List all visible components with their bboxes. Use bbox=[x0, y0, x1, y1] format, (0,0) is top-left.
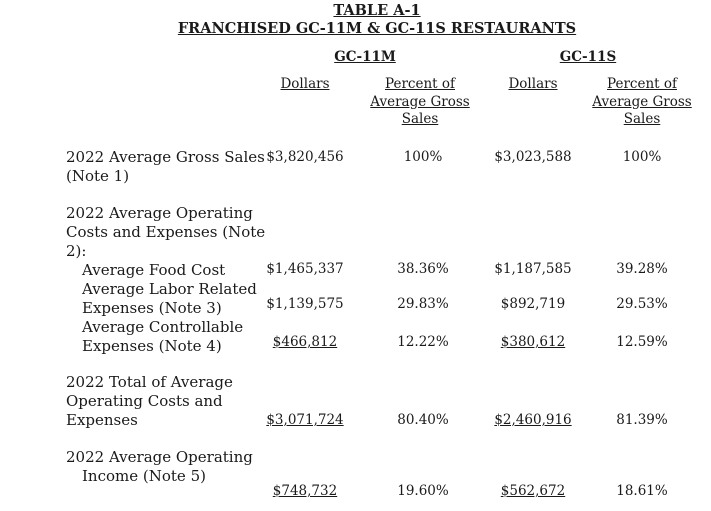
table-subtitle: FRANCHISED GC-11M & GC-11S RESTAURANTS bbox=[177, 20, 577, 37]
row-label-gross-sales-2: (Note 1) bbox=[66, 167, 130, 185]
row-label-labor-1: Average Labor Related bbox=[82, 280, 257, 298]
row-label-operating-costs-1: 2022 Average Operating bbox=[66, 204, 253, 222]
row-label-controllable-2: Expenses (Note 4) bbox=[82, 337, 222, 355]
cell-total-costs-m-dollars: $3,071,724 bbox=[266, 412, 344, 428]
row-label-total-costs-2: Operating Costs and bbox=[66, 392, 223, 410]
row-label-food-cost: Average Food Cost bbox=[82, 261, 226, 279]
group-header-gc-11s: GC-11S bbox=[559, 49, 617, 65]
cell-controllable-m-percent: 12.22% bbox=[397, 334, 449, 350]
group-header-gc-11m: GC-11M bbox=[334, 49, 396, 65]
row-label-controllable-1: Average Controllable bbox=[82, 318, 244, 336]
cell-labor-s-dollars: $892,719 bbox=[500, 296, 566, 312]
cell-food-cost-s-dollars: $1,187,585 bbox=[494, 261, 572, 277]
row-label-operating-income-2: Income (Note 5) bbox=[82, 467, 206, 485]
row-label-operating-income-1: 2022 Average Operating bbox=[66, 448, 253, 466]
cell-gross-sales-m-percent: 100% bbox=[403, 149, 443, 165]
row-label-operating-costs-3: 2): bbox=[66, 242, 87, 260]
cell-controllable-s-percent: 12.59% bbox=[616, 334, 668, 350]
col-header-s-percent: Percent of Average Gross Sales bbox=[592, 76, 692, 127]
row-label-total-costs-3: Expenses bbox=[66, 411, 138, 429]
col-header-m-percent: Percent of Average Gross Sales bbox=[370, 76, 470, 127]
cell-food-cost-s-percent: 39.28% bbox=[616, 261, 668, 277]
cell-food-cost-m-dollars: $1,465,337 bbox=[266, 261, 344, 277]
cell-total-costs-s-dollars: $2,460,916 bbox=[494, 412, 572, 428]
row-label-labor-2: Expenses (Note 3) bbox=[82, 299, 222, 317]
cell-controllable-s-dollars: $380,612 bbox=[500, 334, 566, 350]
cell-total-costs-m-percent: 80.40% bbox=[397, 412, 449, 428]
row-label-gross-sales-1: 2022 Average Gross Sales bbox=[66, 148, 265, 166]
cell-total-costs-s-percent: 81.39% bbox=[616, 412, 668, 428]
row-label-total-costs-1: 2022 Total of Average bbox=[66, 373, 233, 391]
cell-labor-m-dollars: $1,139,575 bbox=[266, 296, 344, 312]
cell-gross-sales-m-dollars: $3,820,456 bbox=[266, 149, 344, 165]
cell-operating-income-s-percent: 18.61% bbox=[616, 483, 668, 499]
cell-labor-s-percent: 29.53% bbox=[616, 296, 668, 312]
cell-food-cost-m-percent: 38.36% bbox=[397, 261, 449, 277]
cell-labor-m-percent: 29.83% bbox=[397, 296, 449, 312]
cell-operating-income-m-dollars: $748,732 bbox=[272, 483, 338, 499]
cell-operating-income-m-percent: 19.60% bbox=[397, 483, 449, 499]
col-header-s-dollars: Dollars bbox=[508, 76, 558, 92]
table-title: TABLE A-1 bbox=[333, 2, 421, 19]
col-header-m-dollars: Dollars bbox=[280, 76, 330, 92]
row-label-operating-costs-2: Costs and Expenses (Note bbox=[66, 223, 266, 241]
cell-gross-sales-s-dollars: $3,023,588 bbox=[494, 149, 572, 165]
cell-gross-sales-s-percent: 100% bbox=[622, 149, 662, 165]
cell-operating-income-s-dollars: $562,672 bbox=[500, 483, 566, 499]
cell-controllable-m-dollars: $466,812 bbox=[272, 334, 338, 350]
